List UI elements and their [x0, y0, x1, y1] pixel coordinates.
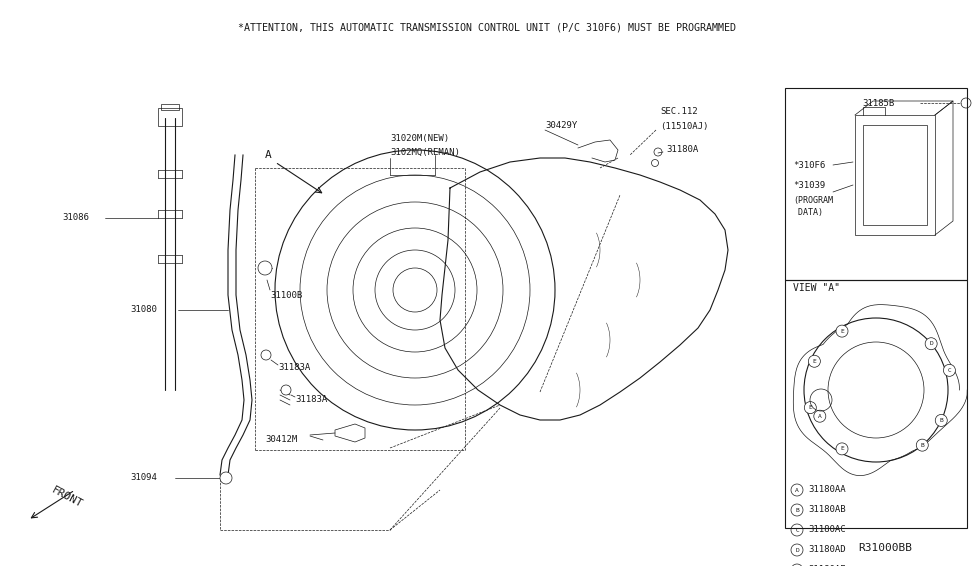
Circle shape [836, 443, 848, 455]
Text: 31180AB: 31180AB [808, 505, 845, 514]
Text: 31020M(NEW): 31020M(NEW) [390, 134, 449, 143]
Text: 31080: 31080 [130, 306, 157, 315]
Text: *31039: *31039 [793, 181, 825, 190]
Circle shape [258, 261, 272, 275]
Circle shape [935, 414, 948, 426]
Text: D: D [929, 341, 933, 346]
Text: A: A [265, 150, 272, 160]
Text: E: E [840, 329, 844, 333]
Circle shape [925, 338, 937, 350]
Text: 31180A: 31180A [666, 145, 698, 155]
Bar [863, 125, 927, 225]
Text: *ATTENTION, THIS AUTOMATIC TRANSMISSION CONTROL UNIT (P/C 310F6) MUST BE PROGRAM: *ATTENTION, THIS AUTOMATIC TRANSMISSION … [238, 22, 736, 32]
Text: E: E [840, 447, 844, 452]
Text: 31185B: 31185B [862, 98, 894, 108]
Bar [855, 115, 935, 235]
Text: 31094: 31094 [130, 474, 157, 482]
Text: D: D [796, 547, 799, 552]
Text: SEC.112: SEC.112 [660, 108, 698, 117]
Circle shape [836, 325, 848, 337]
Circle shape [808, 355, 820, 367]
Bar [161, 104, 179, 110]
Text: 30429Y: 30429Y [545, 122, 577, 131]
Text: 31183A: 31183A [295, 396, 328, 405]
Text: B: B [939, 418, 943, 423]
Text: (PROGRAM: (PROGRAM [793, 195, 833, 204]
Bar [158, 108, 182, 126]
Text: E: E [808, 405, 812, 410]
Circle shape [281, 385, 291, 395]
Text: FRONT: FRONT [50, 484, 85, 509]
Text: B: B [920, 443, 924, 448]
Text: DATA): DATA) [793, 208, 823, 217]
Circle shape [916, 439, 928, 451]
Text: E: E [812, 359, 816, 364]
Text: 31180AA: 31180AA [808, 486, 845, 495]
Text: C: C [796, 528, 799, 533]
Text: 31086: 31086 [62, 213, 89, 222]
Circle shape [261, 350, 271, 360]
Bar [785, 280, 967, 528]
Text: 31183A: 31183A [278, 363, 310, 372]
Text: 31180AD: 31180AD [808, 546, 845, 555]
Text: C: C [948, 368, 952, 373]
Text: VIEW "A": VIEW "A" [793, 283, 840, 293]
Text: 31100B: 31100B [270, 290, 302, 299]
Text: *310F6: *310F6 [793, 161, 825, 169]
Text: R31000BB: R31000BB [858, 543, 912, 553]
Circle shape [944, 365, 956, 376]
Text: 31180AC: 31180AC [808, 525, 845, 534]
Text: A: A [818, 414, 822, 419]
Text: A: A [796, 487, 799, 492]
Circle shape [814, 410, 826, 422]
Circle shape [220, 472, 232, 484]
Bar [785, 88, 967, 280]
Text: 3102MQ(REMAN): 3102MQ(REMAN) [390, 148, 460, 157]
Text: (11510AJ): (11510AJ) [660, 122, 709, 131]
Circle shape [651, 160, 658, 166]
Text: B: B [796, 508, 799, 512]
Circle shape [804, 402, 816, 414]
Text: 30412M: 30412M [265, 435, 297, 444]
